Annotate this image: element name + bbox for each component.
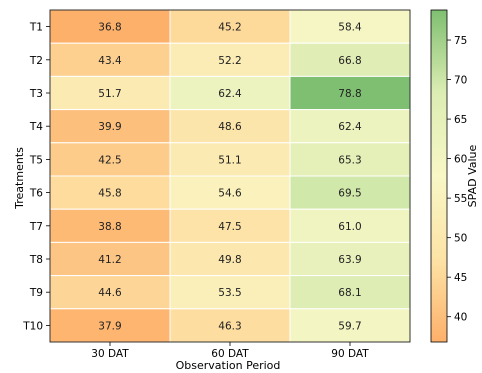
cell-value-label: 68.1 <box>338 287 361 299</box>
x-tick-labels: 30 DAT 60 DAT 90 DAT <box>91 342 369 360</box>
cell-value-label: 48.6 <box>218 121 242 133</box>
x-tick-label: 90 DAT <box>331 348 369 360</box>
y-tick-label: T3 <box>29 88 43 100</box>
cell-value-label: 45.8 <box>98 188 121 200</box>
heatmap-cell <box>169 241 291 277</box>
cell-value-label: 41.2 <box>98 254 121 266</box>
heatmap-cell <box>49 308 171 343</box>
colorbar-title: SPAD Value <box>466 144 479 207</box>
heatmap-cell <box>289 109 411 144</box>
y-tick-label: T9 <box>29 287 43 299</box>
cell-value-label: 45.2 <box>218 22 241 34</box>
cell-value-label: 47.5 <box>218 221 241 233</box>
colorbar-tick-label: 40 <box>454 312 467 324</box>
cell-value-label: 62.4 <box>218 88 242 100</box>
cell-value-label: 38.8 <box>98 221 121 233</box>
heatmap-cell <box>169 9 291 44</box>
colorbar-scale <box>430 9 448 343</box>
cell-value-label: 52.2 <box>218 55 241 67</box>
heatmap-cell <box>169 208 291 243</box>
cell-value-label: 65.3 <box>338 154 361 166</box>
y-tick-label: T10 <box>22 320 43 332</box>
cell-value-label: 42.5 <box>98 154 121 166</box>
heatmap-cell <box>49 208 171 243</box>
cell-value-label: 49.8 <box>218 254 241 266</box>
heatmap-cell <box>289 175 411 210</box>
cell-value-label: 53.5 <box>218 287 241 299</box>
cell-value-label: 62.4 <box>338 121 362 133</box>
heatmap-cell <box>169 175 291 210</box>
colorbar-tick-label: 70 <box>454 75 467 87</box>
colorbar-tick-label: 45 <box>454 272 467 284</box>
colorbar-tick-label: 75 <box>454 35 467 47</box>
y-tick-label: T7 <box>29 221 43 233</box>
y-tick-label: T5 <box>29 154 43 166</box>
cell-value-label: 37.9 <box>98 320 121 332</box>
x-tick-label: 30 DAT <box>91 348 129 360</box>
cell-value-label: 54.6 <box>218 188 242 200</box>
heatmap-cell <box>49 9 171 44</box>
cell-value-label: 63.9 <box>338 254 361 266</box>
heatmap-cell <box>289 275 411 310</box>
heatmap-cell <box>49 109 171 144</box>
colorbar: 40 45 50 55 60 65 70 75 <box>430 9 467 343</box>
cell-value-label: 51.7 <box>98 88 121 100</box>
colorbar-tick-label: 50 <box>454 233 467 245</box>
cell-value-label: 61.0 <box>338 221 361 233</box>
heatmap-cell <box>49 241 171 277</box>
cell-value-label: 78.8 <box>338 88 361 100</box>
heatmap-cell <box>289 42 411 77</box>
heatmap-cell <box>49 275 171 310</box>
y-tick-label: T6 <box>29 188 43 200</box>
y-tick-label: T8 <box>29 254 43 266</box>
y-tick-labels: T1 T2 T3 T4 T5 T6 T7 T8 T9 T10 <box>22 22 50 332</box>
y-tick-label: T4 <box>29 121 43 133</box>
heatmap-cell <box>289 208 411 243</box>
heatmap-cell <box>169 308 291 343</box>
cell-value-label: 69.5 <box>338 188 361 200</box>
colorbar-tick-label: 65 <box>454 114 467 126</box>
heatmap-cells: 36.8 45.2 58.4 43.4 52.2 66.8 51.7 62.4 78.8 39.9… <box>49 9 411 343</box>
heatmap-cell <box>169 75 291 111</box>
cell-value-label: 44.6 <box>98 287 122 299</box>
colorbar-tick-label: 55 <box>454 193 467 205</box>
cell-value-label: 51.1 <box>218 154 241 166</box>
y-tick-label: T2 <box>29 55 43 67</box>
x-tick-label: 60 DAT <box>211 348 249 360</box>
y-tick-label: T1 <box>29 22 43 34</box>
cell-value-label: 39.9 <box>98 121 121 133</box>
x-axis-title: Observation Period <box>176 359 281 372</box>
cell-value-label: 36.8 <box>98 22 121 34</box>
heatmap-cell <box>169 142 291 177</box>
cell-value-label: 58.4 <box>338 22 362 34</box>
cell-value-label: 46.3 <box>218 320 241 332</box>
colorbar-tick-label: 60 <box>454 154 467 166</box>
cell-value-label: 59.7 <box>338 320 361 332</box>
cell-value-label: 43.4 <box>98 55 122 67</box>
cell-value-label: 66.8 <box>338 55 361 67</box>
y-axis-title: Treatments <box>13 147 26 210</box>
